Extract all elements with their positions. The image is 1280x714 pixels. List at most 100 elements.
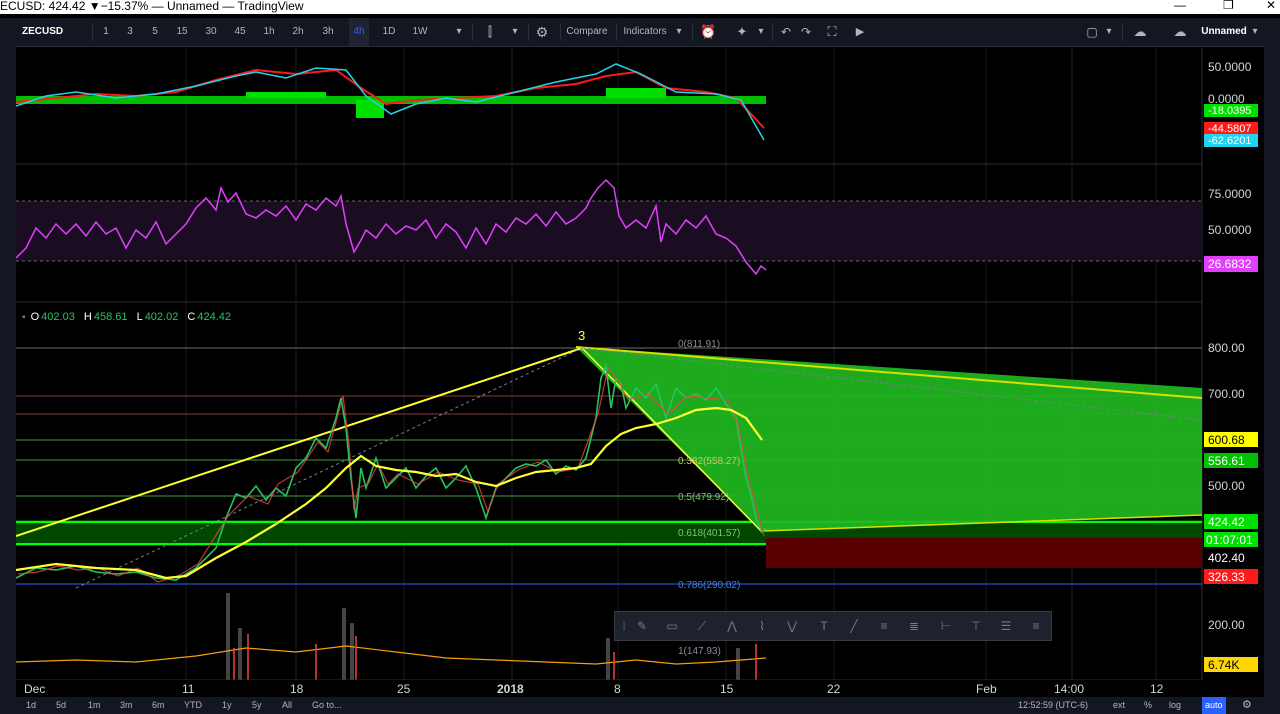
interval-45[interactable]: 45 <box>234 26 246 37</box>
interval-1D[interactable]: 1D <box>382 26 396 37</box>
macd-line <box>15 63 765 141</box>
triangle-lower-line[interactable] <box>761 514 1203 532</box>
fib-label: 0.382(558.27) <box>678 456 740 467</box>
drag-handle-icon[interactable]: ⁞ <box>622 619 626 633</box>
triangle-pattern[interactable] <box>576 347 1202 531</box>
idea-bulb-icon[interactable]: ✦ <box>736 24 748 39</box>
percent-toggle[interactable]: % <box>1144 700 1153 710</box>
divider <box>560 23 561 41</box>
date-range-icon[interactable]: ⊤ <box>970 619 982 633</box>
triangle-upper-line[interactable] <box>575 346 1203 399</box>
wave-label: 3 <box>578 328 585 343</box>
compare-button[interactable]: Compare <box>566 26 608 37</box>
abc-pattern-icon[interactable]: ⋁ <box>787 619 797 633</box>
interval-30[interactable]: 30 <box>205 26 217 37</box>
ext-toggle[interactable]: ext <box>1113 700 1126 710</box>
time-axis[interactable]: Dec 11 18 25 2018 8 15 22 Feb 14:00 12 <box>16 680 1264 697</box>
rsi-line <box>15 178 767 276</box>
time-label: 8 <box>614 682 621 696</box>
fullscreen-icon[interactable]: ⛶ <box>827 24 837 39</box>
brush-icon[interactable]: ✎ <box>636 619 648 633</box>
bulb-dropdown-icon[interactable]: ▾ <box>758 26 764 37</box>
range-all[interactable]: All <box>282 700 293 710</box>
chart-svg[interactable]: 50.0000 0.0000 75.0000 50.0000 800.00 70… <box>15 48 1264 681</box>
collapse-icon[interactable]: ▪ <box>22 312 26 323</box>
time-label: Dec <box>24 682 46 696</box>
interval-4h[interactable]: 4h <box>349 18 369 46</box>
macd-badge <box>1204 134 1258 147</box>
range-1m[interactable]: 1m <box>88 700 101 710</box>
range-5d[interactable]: 5d <box>56 700 67 710</box>
elliott-icon[interactable]: ⌇ <box>759 619 765 633</box>
time-label: 15 <box>720 682 734 696</box>
divider <box>92 23 93 41</box>
layout-name[interactable]: Unnamed <box>1201 26 1247 37</box>
interval-1W[interactable]: 1W <box>412 26 428 37</box>
fib-retracement-icon[interactable]: ≡ <box>880 619 888 633</box>
path-icon[interactable]: ⟋ <box>697 619 707 633</box>
play-icon[interactable]: ▶ <box>855 26 865 38</box>
interval-3[interactable]: 3 <box>127 26 133 37</box>
rectangle-icon[interactable]: ▭ <box>666 619 678 633</box>
measure-icon[interactable]: ⊢ <box>940 619 952 633</box>
chart-style-dropdown-icon[interactable]: ▾ <box>512 26 518 37</box>
range-5y[interactable]: 5y <box>252 700 262 710</box>
cloud-save-icon[interactable]: ☁ <box>1173 24 1187 39</box>
divider <box>616 23 617 41</box>
layout-name-dropdown-icon[interactable]: ▾ <box>1252 26 1258 37</box>
goto-button[interactable]: Go to... <box>312 700 342 710</box>
chart-area[interactable]: 50.0000 0.0000 75.0000 50.0000 800.00 70… <box>15 48 1264 681</box>
interval-15[interactable]: 15 <box>176 26 188 37</box>
price-badge <box>1204 514 1258 529</box>
menu-icon[interactable]: ≡ <box>1032 619 1040 633</box>
minimize-icon[interactable]: — <box>1174 0 1186 12</box>
fib-label: 0(811.91) <box>678 339 720 350</box>
range-3m[interactable]: 3m <box>120 700 133 710</box>
symbol-search[interactable]: ZECUSD <box>22 26 64 37</box>
countdown-badge <box>1204 532 1258 547</box>
layout-icon[interactable]: ▢ <box>1086 25 1098 39</box>
gear-icon[interactable]: ⚙ <box>1242 699 1252 711</box>
maximize-icon[interactable]: ❐ <box>1223 0 1234 12</box>
close-icon[interactable]: ✕ <box>1266 0 1277 12</box>
range-ytd[interactable]: YTD <box>184 700 202 710</box>
interval-dropdown-icon[interactable]: ▾ <box>456 26 462 37</box>
range-6m[interactable]: 6m <box>152 700 165 710</box>
elliott-wave-line[interactable] <box>15 347 583 537</box>
fib-extension-icon[interactable]: ≣ <box>908 619 920 633</box>
alert-icon[interactable]: ⏰ <box>700 24 717 39</box>
ohlc-close-label: C <box>187 311 196 323</box>
rsi-axis-label: 75.0000 <box>1208 187 1252 201</box>
elliott-wave-line[interactable] <box>581 347 763 533</box>
fib-trend-line <box>75 347 583 589</box>
log-toggle[interactable]: log <box>1169 700 1182 710</box>
gear-icon[interactable]: ⚙ <box>535 24 549 40</box>
interval-1[interactable]: 1 <box>103 26 109 37</box>
undo-icon[interactable]: ↶ <box>780 25 792 39</box>
indicators-button[interactable]: Indicators <box>623 26 667 37</box>
range-1y[interactable]: 1y <box>222 700 232 710</box>
auto-toggle[interactable]: auto <box>1202 697 1226 714</box>
interval-5[interactable]: 5 <box>152 26 158 37</box>
range-1d[interactable]: 1d <box>26 700 37 710</box>
redo-icon[interactable]: ↷ <box>800 25 812 39</box>
trendline-icon[interactable]: ╱ <box>850 619 858 633</box>
clock[interactable]: 12:52:59 (UTC-6) <box>1018 700 1089 710</box>
indicators-dropdown-icon[interactable]: ▾ <box>676 26 682 37</box>
cloud-load-icon[interactable]: ☁ <box>1133 24 1147 39</box>
macd-badge <box>1204 104 1258 117</box>
drawing-toolbar[interactable]: ⁞ ✎ ▭ ⟋ ⋀ ⌇ ⋁ T ╱ ≡ ≣ ⊢ ⊤ ☰ ≡ <box>614 611 1052 641</box>
red-zone <box>766 538 1202 568</box>
interval-2h[interactable]: 2h <box>292 26 304 37</box>
settings-lines-icon[interactable]: ☰ <box>1000 619 1012 633</box>
text-icon[interactable]: T <box>820 619 828 633</box>
price-axis-label: 700.00 <box>1208 387 1245 401</box>
divider <box>1122 23 1123 41</box>
price-badge-text: 600.68 <box>1208 433 1245 447</box>
pattern-icon[interactable]: ⋀ <box>727 619 737 633</box>
layout-dropdown-icon[interactable]: ▾ <box>1106 26 1112 37</box>
candle-style-icon[interactable]: ⫿ <box>487 24 493 39</box>
interval-1h[interactable]: 1h <box>263 26 275 37</box>
interval-3h[interactable]: 3h <box>322 26 334 37</box>
bottom-toolbar: 1d 5d 1m 3m 6m YTD 1y 5y All Go to... 12… <box>16 697 1264 714</box>
